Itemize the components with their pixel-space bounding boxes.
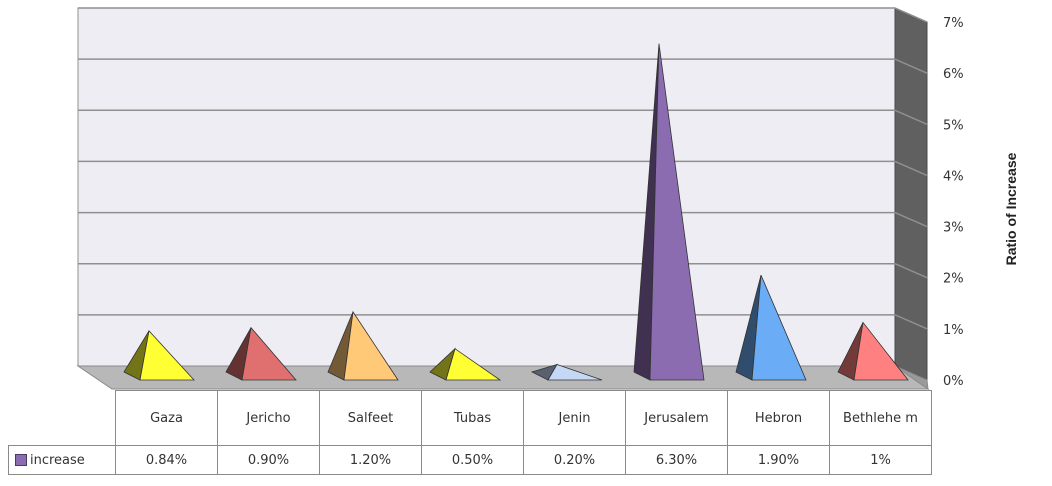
value-label-tubas: 0.50% [421, 445, 524, 475]
gridline-side [894, 58, 928, 74]
data-table: Gaza Jericho Salfeet Tubas Jenin Jerusal… [8, 390, 932, 475]
value-label-gaza: 0.84% [115, 445, 218, 475]
value-row: increase 0.84% 0.90% 1.20% 0.50% 0.20% 6… [8, 445, 932, 475]
pyramid-front-face [343, 310, 399, 381]
value-label-hebron: 1.90% [727, 445, 830, 475]
gridline-side [894, 211, 928, 228]
category-label-gaza: Gaza [115, 390, 218, 446]
pyramid-bar-tubas [429, 347, 502, 381]
gridline-side [894, 263, 928, 279]
pyramid-bar-gaza [123, 329, 195, 381]
category-label-jerusalem: Jerusalem [625, 390, 728, 446]
pyramid-bar-jericho [225, 326, 297, 381]
category-label-jenin: Jenin [523, 390, 626, 446]
y-tick-label: 7% [943, 16, 964, 31]
pyramid-bar-jerusalem [633, 43, 705, 381]
value-label-bethlehem: 1% [829, 445, 932, 475]
y-tick-label: 5% [943, 118, 964, 133]
y-tick-label: 1% [943, 323, 964, 338]
pyramid-bar-salfeet [327, 310, 399, 381]
gridline-side [894, 7, 928, 23]
y-tick-label: 4% [943, 169, 964, 184]
gridline-side [894, 160, 928, 177]
pyramid-bar-hebron [735, 274, 807, 381]
floor-corner [894, 365, 929, 391]
category-label-jericho: Jericho [217, 390, 320, 446]
pyramid-bar-bethlehem [837, 321, 909, 381]
gridline-side [894, 109, 928, 125]
category-label-salfeet: Salfeet [319, 390, 422, 446]
pyramid-front-face [139, 329, 195, 381]
legend-label: increase [30, 452, 85, 468]
value-label-salfeet: 1.20% [319, 445, 422, 475]
category-label-tubas: Tubas [421, 390, 524, 446]
y-axis-title: Ratio of Increase [1003, 152, 1019, 266]
value-label-jenin: 0.20% [523, 445, 626, 475]
value-label-jerusalem: 6.30% [625, 445, 728, 475]
y-tick-label: 2% [943, 272, 964, 287]
y-tick-label: 3% [943, 221, 964, 236]
gridline-side [894, 314, 928, 330]
pyramid-front-face [751, 274, 807, 381]
category-row: Gaza Jericho Salfeet Tubas Jenin Jerusal… [9, 390, 932, 446]
y-tick-label: 0% [943, 374, 964, 389]
category-label-bethlehem: Bethlehe m [829, 390, 932, 446]
pyramid-front-face [445, 348, 502, 381]
legend-swatch [15, 454, 27, 466]
pyramid-bar-jenin [530, 363, 603, 381]
table-corner [9, 391, 116, 446]
value-label-jericho: 0.90% [217, 445, 320, 475]
category-label-hebron: Hebron [727, 390, 830, 446]
pyramid-front-face [649, 43, 705, 381]
side-wall [894, 7, 928, 381]
y-tick-label: 6% [943, 67, 964, 82]
pyramid-front-face [547, 364, 603, 381]
pyramid-front-face [853, 321, 909, 381]
legend-entry: increase [8, 445, 116, 475]
pyramid-front-face [241, 326, 297, 381]
